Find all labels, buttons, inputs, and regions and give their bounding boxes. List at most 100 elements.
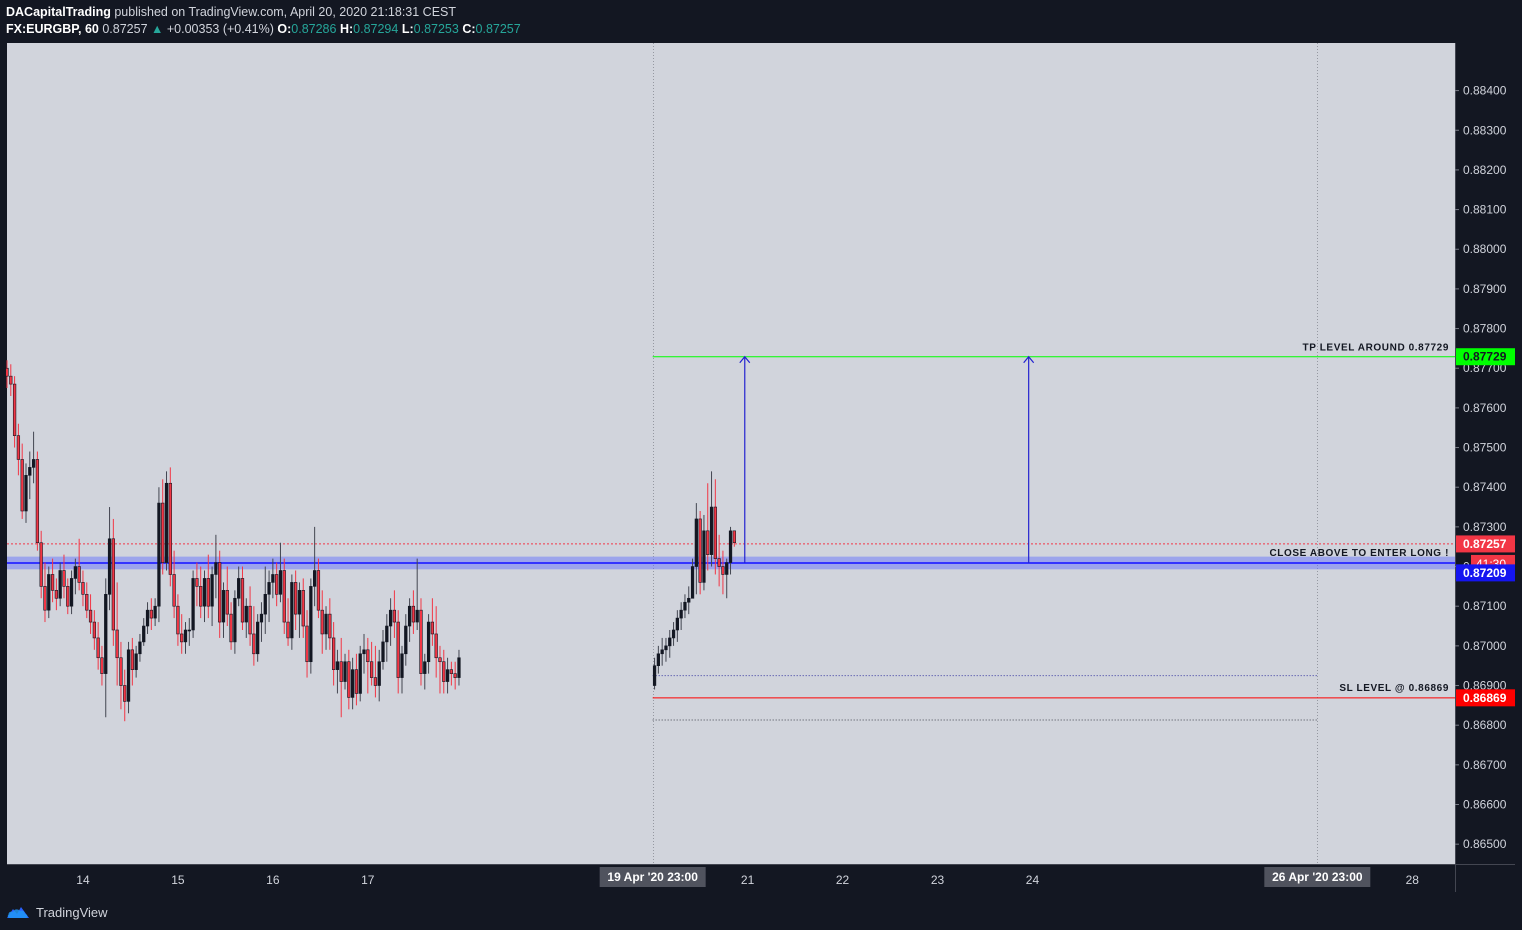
candle-body xyxy=(28,467,32,476)
y-tick-label: 0.87300 xyxy=(1463,520,1507,534)
candle-body xyxy=(35,459,40,544)
candle-body xyxy=(100,657,104,674)
candle-body xyxy=(107,538,112,595)
publish-info: DACapitalTrading published on TradingVie… xyxy=(6,4,521,21)
x-tick-label: 15 xyxy=(171,873,185,887)
y-tick-label: 0.86700 xyxy=(1463,758,1507,772)
candle-body xyxy=(195,578,199,587)
candle-body xyxy=(316,570,321,611)
candle-body xyxy=(39,542,43,587)
candle-body xyxy=(404,625,408,655)
candle-body xyxy=(58,570,62,599)
candle-body xyxy=(130,649,134,670)
candle-body xyxy=(305,625,309,663)
candle-body xyxy=(423,661,427,674)
candle-body xyxy=(294,582,298,615)
y-tick-label: 0.88200 xyxy=(1463,163,1507,177)
candle-body xyxy=(210,574,214,607)
price-change: +0.00353 (+0.41%) xyxy=(166,22,274,36)
x-tick-label: 21 xyxy=(741,873,755,887)
y-tick-label: 0.86600 xyxy=(1463,798,1507,812)
candle-body xyxy=(69,578,74,607)
candle-body xyxy=(335,661,340,670)
candle-body xyxy=(252,633,256,655)
candle-body xyxy=(301,590,305,627)
candle-body xyxy=(191,578,195,631)
plot-area[interactable] xyxy=(7,43,1455,864)
y-tick-label: 0.86500 xyxy=(1463,837,1507,851)
candle-body xyxy=(362,649,366,655)
candle-body xyxy=(278,570,283,595)
candle-body xyxy=(369,661,374,678)
candle-body xyxy=(267,582,271,595)
candle-body xyxy=(233,597,237,643)
candle-body xyxy=(668,637,672,647)
candle-body xyxy=(396,621,400,678)
x-tick-label: 14 xyxy=(76,873,90,887)
candle-body xyxy=(168,482,172,575)
candle-body xyxy=(354,669,359,694)
candle-body xyxy=(392,609,397,623)
candle-body xyxy=(275,574,279,595)
up-arrow-icon: ▲ xyxy=(151,22,164,36)
candle-body xyxy=(149,609,153,619)
candle-body xyxy=(104,593,108,674)
x-marker-badge xyxy=(599,867,706,887)
candle-body xyxy=(297,590,302,615)
x-tick-label: 22 xyxy=(836,873,850,887)
candle-body xyxy=(24,475,28,512)
candle-body xyxy=(47,574,51,611)
candle-body xyxy=(702,530,706,583)
candle-body xyxy=(286,621,290,639)
candle-body xyxy=(62,570,66,587)
author-name[interactable]: DACapitalTrading xyxy=(6,5,111,19)
candle-body xyxy=(263,593,267,615)
footer-brand[interactable]: TradingView xyxy=(36,904,108,920)
candle-body xyxy=(81,582,85,595)
high-value: 0.87294 xyxy=(353,22,399,36)
candle-body xyxy=(698,518,702,583)
candle-body xyxy=(5,367,9,377)
candle-body xyxy=(237,578,241,599)
x-marker-label: 19 Apr '20 23:00 xyxy=(607,870,698,884)
symbol-label[interactable]: FX:EURGBP, 60 xyxy=(6,22,99,36)
candle-body xyxy=(442,661,446,682)
candle-body xyxy=(385,625,389,643)
candle-body xyxy=(66,586,70,607)
candle-body xyxy=(221,590,226,623)
candle-body xyxy=(50,574,55,591)
candle-body xyxy=(728,530,733,563)
candle-body xyxy=(725,562,729,575)
y-tick-label: 0.87100 xyxy=(1463,599,1507,613)
entry-price-badge-bg xyxy=(1456,564,1515,582)
tradingview-cloud-icon[interactable] xyxy=(6,905,30,919)
candle-body xyxy=(415,609,419,623)
price-axis[interactable] xyxy=(1455,43,1515,864)
candle-body xyxy=(313,570,317,587)
candle-body xyxy=(309,586,313,663)
candle-body xyxy=(183,629,188,643)
y-tick-label: 0.87600 xyxy=(1463,401,1507,415)
candle-body xyxy=(717,558,721,567)
entry-level-label: CLOSE ABOVE TO ENTER LONG ! xyxy=(1269,548,1449,559)
y-tick-label: 0.87800 xyxy=(1463,322,1507,336)
candle-body xyxy=(172,574,176,607)
candle-body xyxy=(290,582,294,639)
current-price-badge-bg xyxy=(1456,535,1515,553)
candle-body xyxy=(709,506,714,555)
sl-price-badge: 0.86869 xyxy=(1463,691,1507,705)
last-price: 0.87257 xyxy=(102,22,148,36)
candle-body xyxy=(656,653,660,666)
candle-body xyxy=(199,586,203,607)
candle-body xyxy=(248,605,252,635)
candle-body xyxy=(449,669,453,674)
sl-price-badge-bg xyxy=(1456,689,1515,707)
candle-body xyxy=(176,605,180,635)
y-tick-label: 0.87000 xyxy=(1463,639,1507,653)
candle-body xyxy=(328,613,332,639)
candle-body xyxy=(9,375,13,385)
candle-body xyxy=(373,677,378,686)
candle-body xyxy=(690,566,695,599)
candle-body xyxy=(706,530,710,555)
